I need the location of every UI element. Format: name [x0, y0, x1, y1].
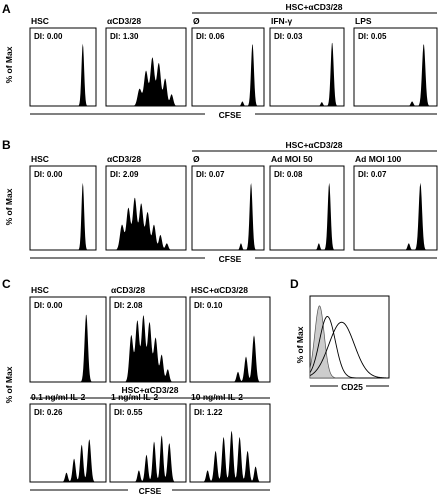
- division-index: DI: 1.30: [110, 32, 139, 41]
- condition-label: IFN-γ: [271, 16, 293, 26]
- condition-label: Ad MOI 50: [271, 154, 313, 164]
- condition-label: αCD3/28: [111, 285, 145, 295]
- histogram-peaks: [192, 44, 264, 106]
- condition-label: HSC: [31, 285, 49, 295]
- group-label-a: HSC+αCD3/28: [286, 2, 343, 12]
- group-label-b: HSC+αCD3/28: [286, 140, 343, 150]
- histogram-peaks: [30, 439, 106, 482]
- condition-label: Ø: [193, 16, 200, 26]
- division-index: DI: 0.03: [274, 32, 303, 41]
- x-axis-label-d: CD25: [341, 382, 363, 392]
- division-index: DI: 0.00: [34, 170, 63, 179]
- condition-label: Ad MOI 100: [355, 154, 402, 164]
- condition-label: 1 ng/ml IL-2: [111, 392, 159, 402]
- division-index: DI: 0.55: [114, 408, 143, 417]
- panel-label-a: A: [2, 2, 11, 16]
- histogram-peaks: [270, 42, 344, 106]
- y-axis-label-b: % of Max: [4, 188, 14, 225]
- overlay-line-1: [309, 316, 389, 379]
- division-index: DI: 1.22: [194, 408, 223, 417]
- panel-label-c: C: [2, 277, 11, 291]
- histogram-peaks: [30, 314, 106, 382]
- x-axis-label-b: CFSE: [219, 254, 242, 264]
- y-axis-label-d: % of Max: [295, 326, 305, 363]
- division-index: DI: 0.26: [34, 408, 63, 417]
- panel-c-histograms: HSC DI: 0.00 αCD3/28 DI: 2.08 HSC+αCD3/28 DI:…: [29, 285, 271, 483]
- condition-label: αCD3/28: [107, 16, 141, 26]
- histogram-peaks: [30, 182, 96, 250]
- histogram-peaks: [354, 182, 437, 250]
- panel-a-histograms: HSC DI: 0.00 αCD3/28 DI: 1.30 Ø DI: 0.06 IFN-γ…: [29, 16, 438, 107]
- condition-label: LPS: [355, 16, 372, 26]
- histogram-peaks: [30, 43, 96, 106]
- division-index: DI: 0.08: [274, 170, 303, 179]
- y-axis-label-a: % of Max: [4, 46, 14, 83]
- histogram-peaks: [110, 315, 186, 382]
- group-label-c: HSC+αCD3/28: [122, 385, 179, 395]
- histogram-peaks: [106, 57, 186, 106]
- y-axis-label-c: % of Max: [4, 366, 14, 403]
- condition-label: HSC: [31, 16, 49, 26]
- division-index: DI: 2.09: [110, 170, 139, 179]
- panel-label-b: B: [2, 138, 11, 152]
- division-index: DI: 0.00: [34, 32, 63, 41]
- overlay-line-2: [309, 321, 390, 379]
- histogram-peaks: [190, 335, 270, 382]
- condition-label: HSC+αCD3/28: [191, 285, 248, 295]
- histogram-peaks: [190, 430, 270, 482]
- condition-label: 0.1 ng/ml IL-2: [31, 392, 86, 402]
- division-index: DI: 0.07: [358, 170, 387, 179]
- isotype-control-curve: [309, 305, 389, 379]
- panel-d-overlay: [309, 295, 390, 379]
- panel-b-histograms: HSC DI: 0.00 αCD3/28 DI: 2.09 Ø DI: 0.07 Ad MO…: [29, 154, 438, 251]
- condition-label: 10 ng/ml IL-2: [191, 392, 243, 402]
- x-axis-label-a: CFSE: [219, 110, 242, 120]
- x-axis-label-c: CFSE: [139, 486, 162, 496]
- histogram-peaks: [192, 182, 264, 250]
- condition-label: Ø: [193, 154, 200, 164]
- division-index: DI: 0.07: [196, 170, 225, 179]
- division-index: DI: 0.10: [194, 301, 223, 310]
- division-index: DI: 0.00: [34, 301, 63, 310]
- condition-label: αCD3/28: [107, 154, 141, 164]
- division-index: DI: 0.06: [196, 32, 225, 41]
- division-index: DI: 2.08: [114, 301, 143, 310]
- division-index: DI: 0.05: [358, 32, 387, 41]
- histogram-peaks: [110, 435, 186, 482]
- histogram-peaks: [270, 182, 344, 250]
- histogram-peaks: [354, 44, 437, 106]
- panel-label-d: D: [290, 277, 299, 291]
- histogram-peaks: [106, 197, 186, 250]
- condition-label: HSC: [31, 154, 49, 164]
